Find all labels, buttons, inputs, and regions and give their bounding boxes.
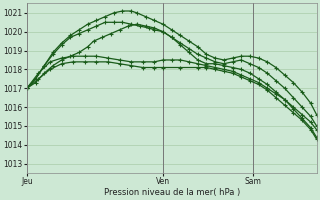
X-axis label: Pression niveau de la mer( hPa ): Pression niveau de la mer( hPa ) (104, 188, 240, 197)
